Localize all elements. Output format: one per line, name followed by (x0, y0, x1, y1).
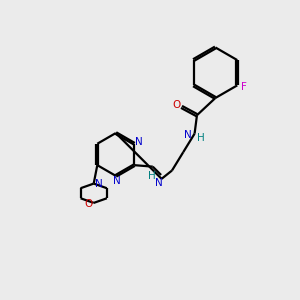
Text: O: O (84, 200, 92, 209)
Text: N: N (155, 178, 163, 188)
Text: N: N (184, 130, 192, 140)
Text: F: F (241, 82, 247, 92)
Text: N: N (94, 179, 102, 189)
Text: N: N (113, 176, 121, 186)
Text: O: O (172, 100, 180, 110)
Text: H: H (197, 134, 204, 143)
Text: N: N (135, 137, 142, 147)
Text: H: H (148, 171, 155, 181)
